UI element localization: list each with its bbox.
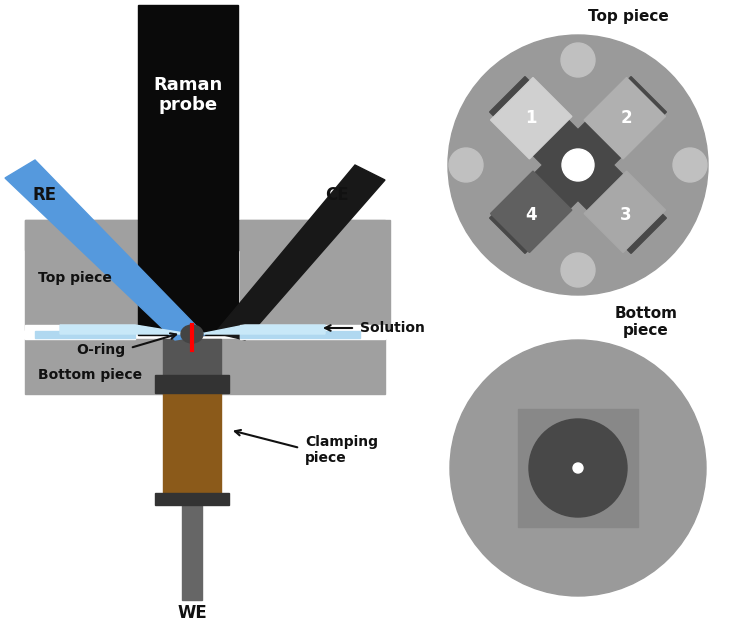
Ellipse shape: [449, 148, 483, 182]
Ellipse shape: [562, 149, 594, 181]
Bar: [163, 385, 221, 495]
Ellipse shape: [450, 340, 706, 596]
Polygon shape: [5, 160, 205, 340]
Bar: [240, 220, 390, 330]
Bar: [182, 505, 202, 600]
Bar: [35, 331, 135, 338]
Bar: [138, 5, 238, 220]
Text: 4: 4: [525, 206, 537, 224]
Text: 1: 1: [525, 109, 537, 127]
Bar: [584, 171, 665, 252]
Text: Raman
probe: Raman probe: [153, 76, 223, 114]
Bar: [155, 375, 229, 393]
Bar: [490, 77, 667, 253]
Text: O-ring: O-ring: [76, 343, 125, 357]
Text: Top piece: Top piece: [588, 9, 668, 24]
Text: 3: 3: [620, 206, 632, 224]
Bar: [584, 78, 665, 159]
Ellipse shape: [561, 43, 595, 77]
Bar: [240, 331, 360, 338]
Ellipse shape: [448, 35, 708, 295]
Bar: [490, 77, 667, 253]
Ellipse shape: [561, 253, 595, 287]
Bar: [490, 171, 572, 252]
Text: RE: RE: [32, 186, 56, 204]
Bar: [518, 409, 638, 527]
Bar: [25, 220, 138, 330]
Polygon shape: [200, 325, 325, 334]
Bar: [25, 339, 385, 394]
Text: Bottom
piece: Bottom piece: [614, 306, 677, 338]
Text: 2: 2: [620, 109, 632, 127]
Text: Bottom piece: Bottom piece: [38, 368, 142, 382]
Text: CE: CE: [325, 186, 349, 204]
Polygon shape: [60, 325, 190, 334]
Bar: [25, 220, 385, 250]
Bar: [155, 493, 229, 505]
Ellipse shape: [673, 148, 707, 182]
Text: Solution: Solution: [360, 321, 424, 335]
Bar: [138, 220, 238, 335]
Ellipse shape: [573, 463, 583, 473]
Bar: [163, 339, 221, 394]
Text: Top piece: Top piece: [38, 271, 112, 285]
Bar: [240, 325, 385, 339]
Bar: [490, 78, 572, 159]
Bar: [25, 325, 135, 339]
Ellipse shape: [181, 325, 203, 343]
Text: WE: WE: [177, 604, 207, 622]
Polygon shape: [215, 165, 385, 340]
Ellipse shape: [529, 419, 627, 517]
Text: Clamping
piece: Clamping piece: [305, 435, 378, 465]
